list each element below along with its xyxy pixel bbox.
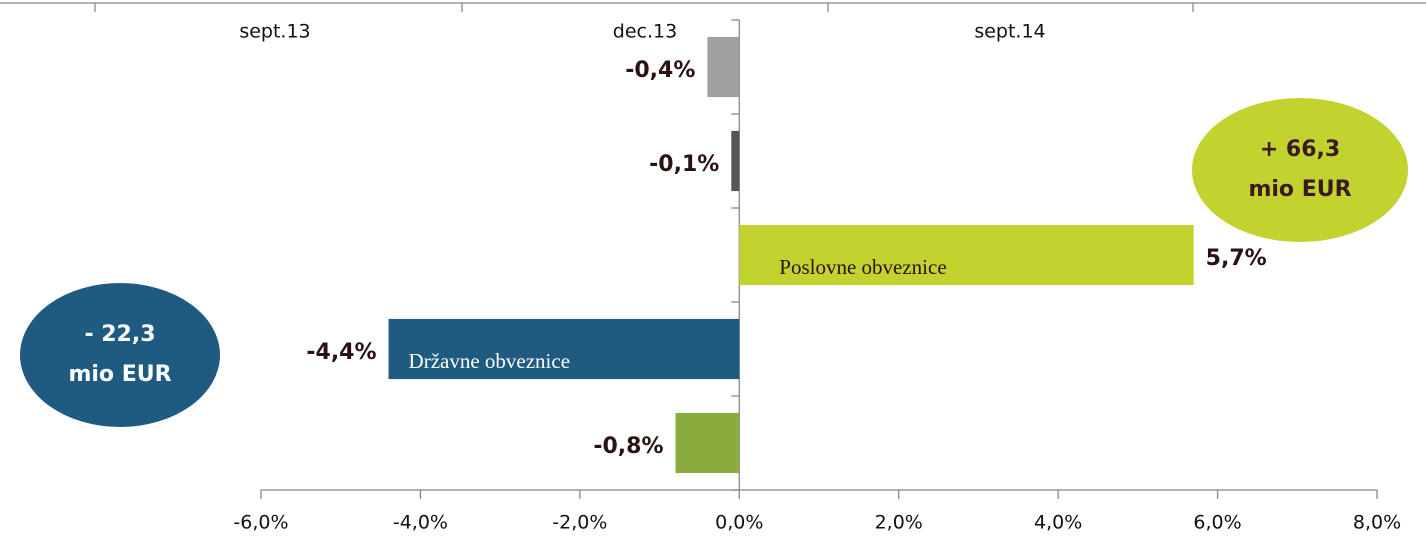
- x-tick-label: 2,0%: [875, 512, 923, 534]
- top-label: sept.13: [239, 21, 310, 43]
- annotation-text: + 66,3: [1260, 137, 1340, 162]
- bar-label: Poslovne obveznice: [779, 255, 946, 279]
- x-tick-label: -2,0%: [552, 512, 607, 534]
- x-tick-label: 6,0%: [1193, 512, 1241, 534]
- bar: [388, 318, 740, 380]
- value-label: -0,1%: [649, 152, 719, 177]
- bar: [707, 36, 740, 98]
- x-tick-label: 0,0%: [715, 512, 763, 534]
- x-tick-label: 4,0%: [1034, 512, 1082, 534]
- top-label: dec.13: [613, 21, 677, 43]
- x-tick-label: -4,0%: [393, 512, 448, 534]
- top-label: sept.14: [974, 21, 1045, 43]
- x-tick-label: -6,0%: [233, 512, 288, 534]
- value-label: -0,8%: [593, 434, 663, 459]
- bar-label: Državne obveznice: [409, 349, 571, 373]
- annotation-text: - 22,3: [84, 322, 155, 347]
- annotation-text: mio EUR: [1248, 177, 1351, 202]
- value-label: -0,4%: [625, 58, 695, 83]
- value-label: 5,7%: [1206, 246, 1267, 271]
- annotation-bubble: [20, 283, 220, 427]
- annotation-text: mio EUR: [68, 362, 171, 387]
- bar: [739, 224, 1194, 286]
- bar: [675, 412, 740, 474]
- bar: [731, 130, 740, 192]
- annotation-bubble: [1192, 98, 1408, 242]
- x-tick-label: 8,0%: [1353, 512, 1401, 534]
- value-label: -4,4%: [306, 340, 376, 365]
